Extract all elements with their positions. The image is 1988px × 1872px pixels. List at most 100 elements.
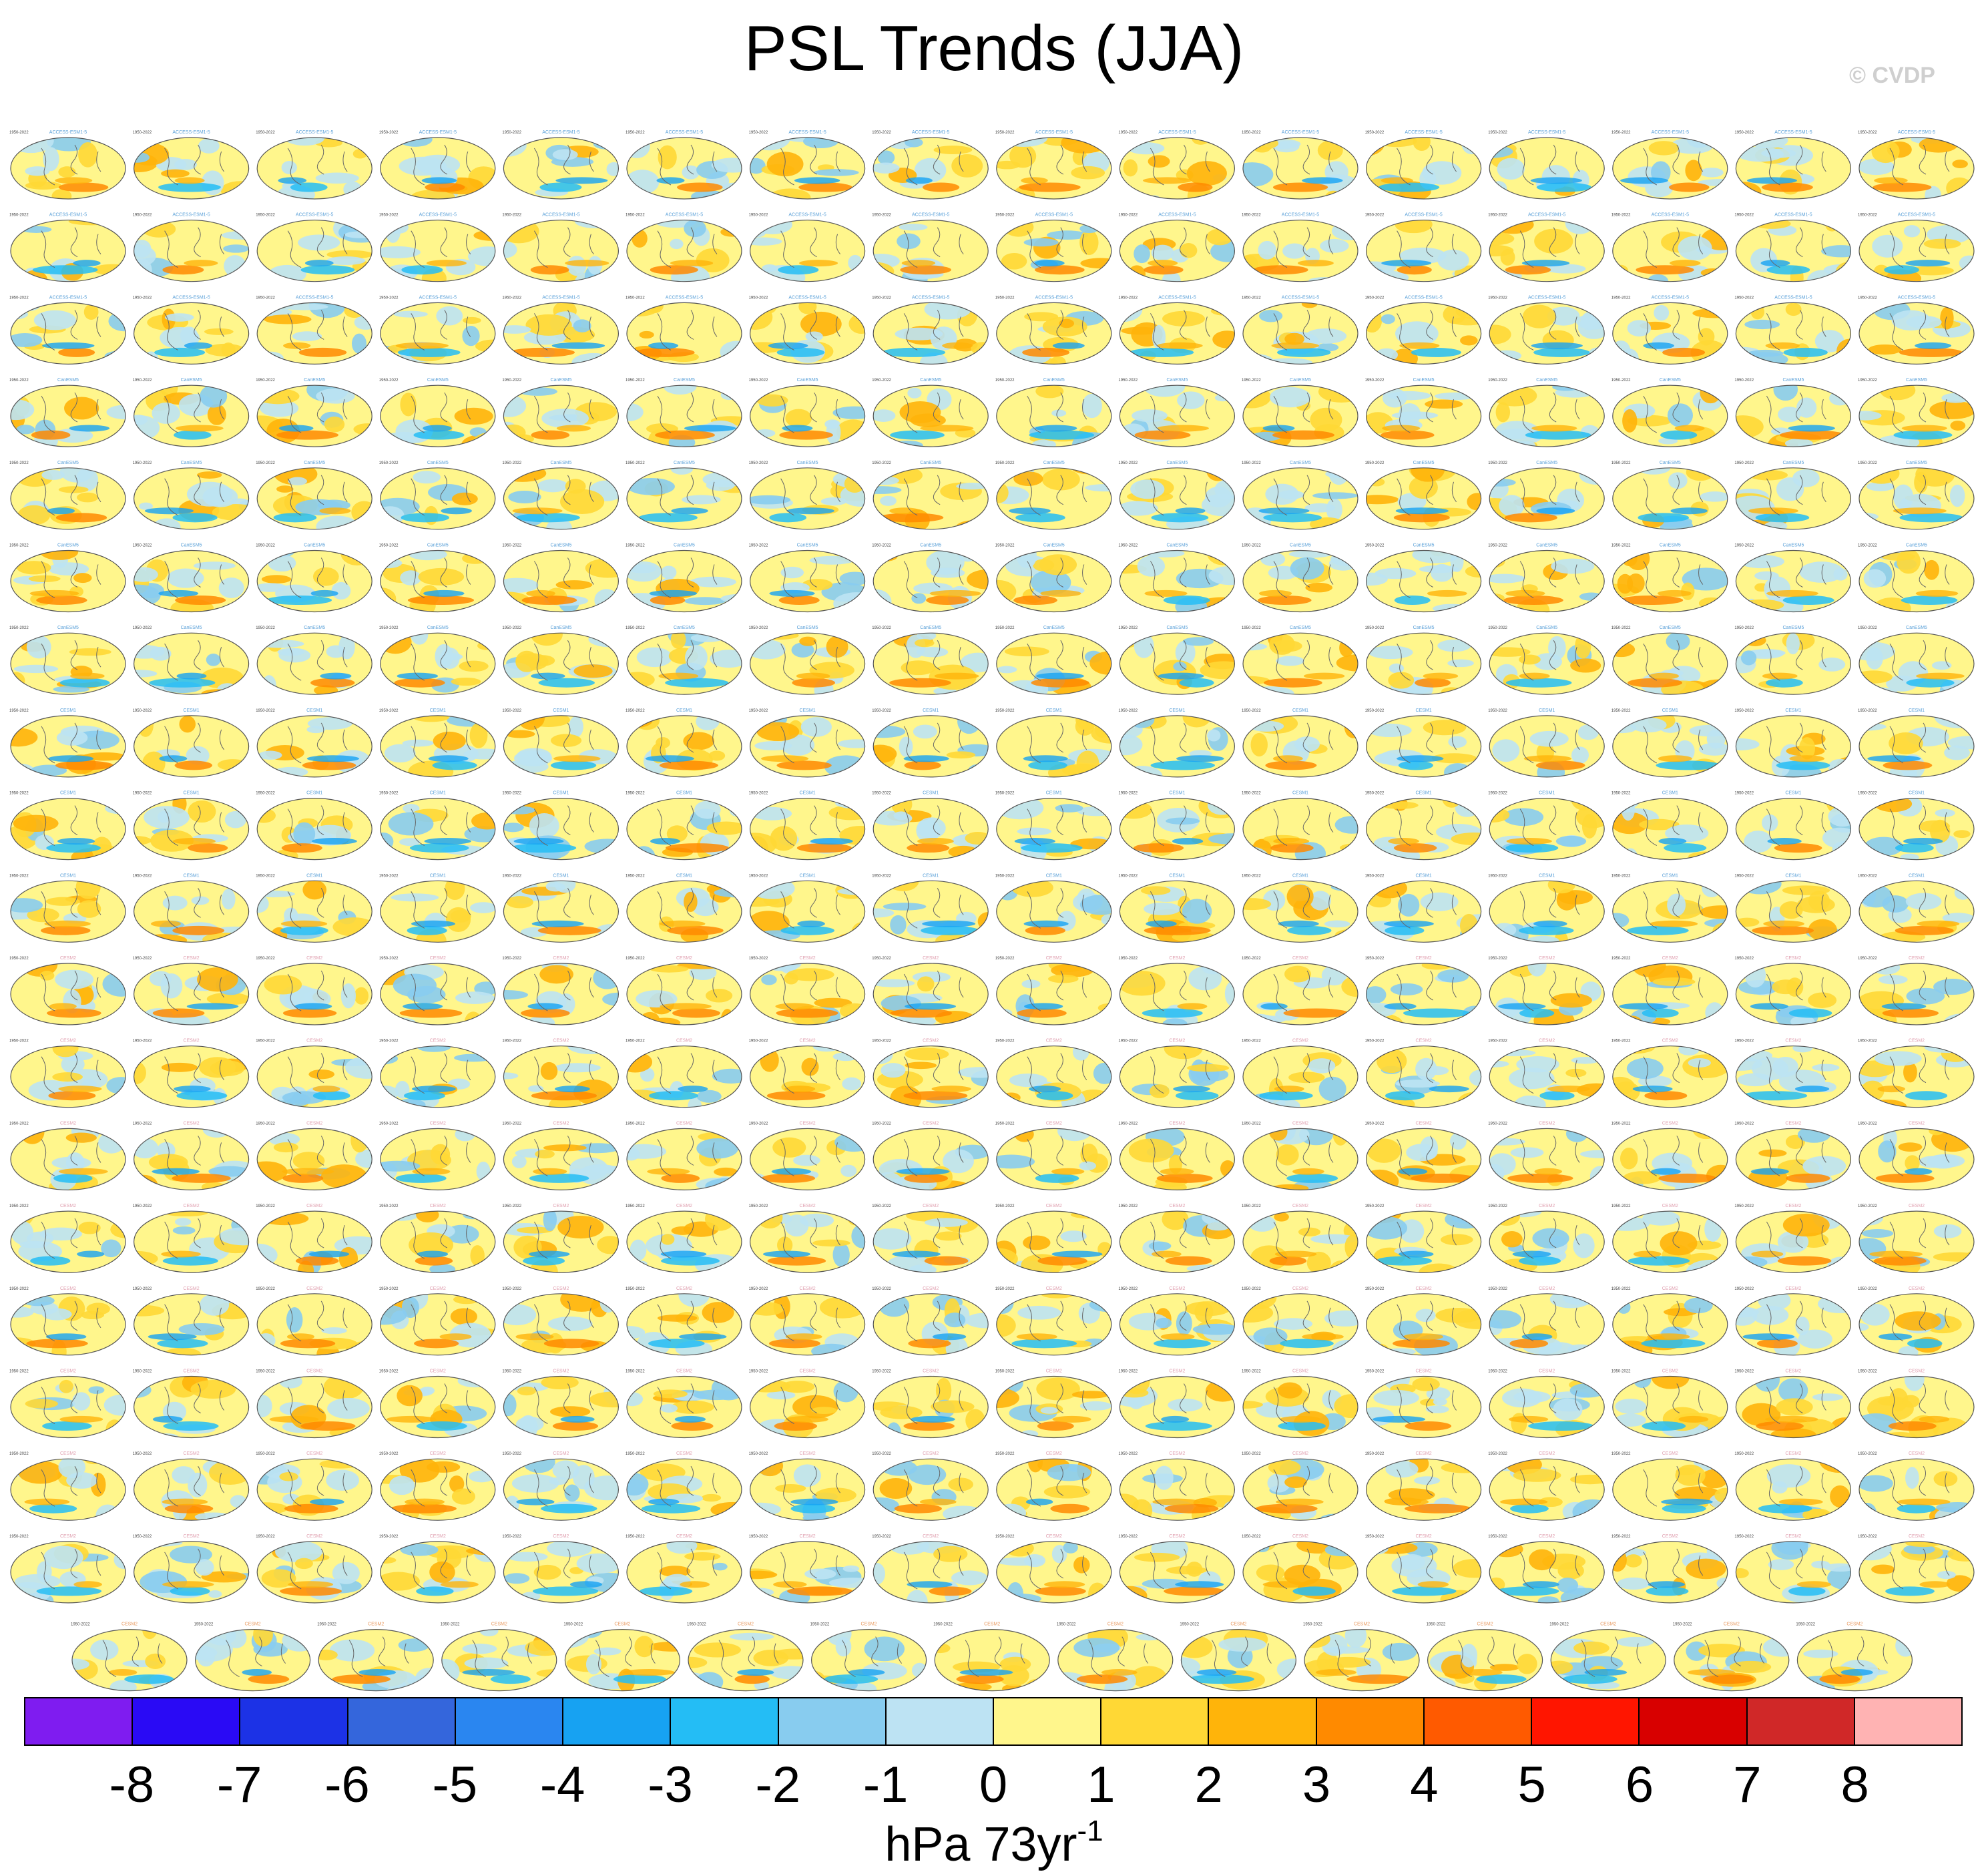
panel-model-label: CanESM5 bbox=[1413, 543, 1435, 548]
panel-period-label: 1950-2022 bbox=[1303, 1623, 1322, 1627]
panel-model-label: CESM2 bbox=[861, 1622, 877, 1627]
panel-period-label: 1950-2022 bbox=[1734, 296, 1754, 300]
panel-period-label: 1950-2022 bbox=[749, 1287, 768, 1291]
panel-model-label: CanESM5 bbox=[1906, 626, 1927, 630]
panel-period-label: 1950-2022 bbox=[502, 296, 521, 300]
panel-model-label: CESM2 bbox=[1539, 1286, 1555, 1291]
panel-period-label: 1950-2022 bbox=[1611, 626, 1631, 630]
panel-model-label: ACCESS-ESM1-5 bbox=[912, 130, 950, 135]
panel-period-label: 1950-2022 bbox=[1734, 1452, 1754, 1456]
panel-period-label: 1950-2022 bbox=[9, 1535, 29, 1539]
panel-model-label: CanESM5 bbox=[181, 626, 202, 630]
panel-period-label: 1950-2022 bbox=[1611, 544, 1631, 548]
panel-period-label: 1950-2022 bbox=[379, 1535, 399, 1539]
panel-model-label: CanESM5 bbox=[1043, 461, 1065, 465]
panel-model-label: CanESM5 bbox=[1290, 626, 1311, 630]
panel-model-label: CESM2 bbox=[676, 956, 692, 961]
panel-model-label: CESM2 bbox=[1292, 1121, 1308, 1126]
panel-period-label: 1950-2022 bbox=[9, 1452, 29, 1456]
panel-model-label: ACCESS-ESM1-5 bbox=[1652, 295, 1690, 300]
panel-model-label: CanESM5 bbox=[427, 461, 449, 465]
colorbar-box bbox=[240, 1698, 348, 1744]
panel-model-label: CESM1 bbox=[1662, 708, 1678, 713]
panel-model-label: CanESM5 bbox=[57, 461, 79, 465]
panel-model-label: CanESM5 bbox=[674, 378, 695, 383]
panel-period-label: 1950-2022 bbox=[1242, 1039, 1261, 1043]
panel-period-label: 1950-2022 bbox=[1118, 544, 1138, 548]
panel-period-label: 1950-2022 bbox=[749, 874, 768, 878]
panel-period-label: 1950-2022 bbox=[749, 1204, 768, 1208]
panel-model-label: CESM2 bbox=[1662, 1121, 1678, 1126]
panel-model-label: CanESM5 bbox=[797, 543, 818, 548]
panel-period-label: 1950-2022 bbox=[1858, 1287, 1877, 1291]
panel-period-label: 1950-2022 bbox=[441, 1623, 460, 1627]
panel-model-label: CESM2 bbox=[430, 1121, 446, 1126]
colorbar-box bbox=[1855, 1698, 1961, 1744]
panel-model-label: CESM2 bbox=[306, 1286, 322, 1291]
panel-period-label: 1950-2022 bbox=[1365, 1122, 1385, 1126]
panel-period-label: 1950-2022 bbox=[256, 379, 275, 383]
panel-period-label: 1950-2022 bbox=[256, 626, 275, 630]
panel-period-label: 1950-2022 bbox=[379, 874, 399, 878]
panel-model-label: CESM2 bbox=[1539, 956, 1555, 961]
panel-period-label: 1950-2022 bbox=[872, 544, 891, 548]
panel-model-label: ACCESS-ESM1-5 bbox=[788, 295, 826, 300]
panel-period-label: 1950-2022 bbox=[626, 131, 645, 135]
panel-model-label: CESM2 bbox=[430, 1286, 446, 1291]
panel-period-label: 1950-2022 bbox=[133, 874, 152, 878]
panel-model-label: CanESM5 bbox=[674, 543, 695, 548]
panel-period-label: 1950-2022 bbox=[1858, 379, 1877, 383]
panel-period-label: 1950-2022 bbox=[995, 544, 1015, 548]
panel-period-label: 1950-2022 bbox=[256, 544, 275, 548]
panel-model-label: CESM2 bbox=[430, 1451, 446, 1456]
panel-model-label: ACCESS-ESM1-5 bbox=[1158, 295, 1196, 300]
panel-model-label: CESM2 bbox=[553, 1286, 569, 1291]
panel-model-label: CESM2 bbox=[1046, 1039, 1062, 1043]
panel-model-label: CESM2 bbox=[1724, 1622, 1740, 1627]
panel-period-label: 1950-2022 bbox=[626, 709, 645, 713]
panel-period-label: 1950-2022 bbox=[1488, 709, 1507, 713]
panel-period-label: 1950-2022 bbox=[1734, 1039, 1754, 1043]
panel-period-label: 1950-2022 bbox=[872, 461, 891, 465]
panel-period-label: 1950-2022 bbox=[1734, 1370, 1754, 1374]
